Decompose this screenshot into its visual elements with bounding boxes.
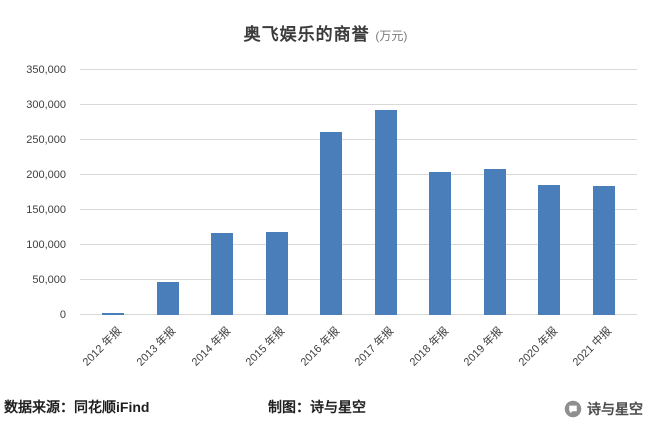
- x-tick-label: 2019 年报: [461, 325, 506, 369]
- gridline: [80, 69, 637, 70]
- x-tick-label: 2014 年报: [189, 325, 233, 369]
- plot-area: [80, 69, 637, 315]
- x-tick-slot: 2016 年报: [298, 315, 359, 393]
- y-tick-label: 200,000: [26, 169, 66, 181]
- bar-2012 年报: [102, 312, 125, 315]
- wechat-account-icon: [564, 400, 582, 418]
- bar-slot: [86, 70, 141, 315]
- x-tick-slot: 2017 年报: [353, 315, 414, 393]
- y-tick-label: 0: [59, 309, 66, 321]
- x-tick-slot: 2021 中报: [571, 315, 632, 393]
- chart-title: 奥飞娱乐的商誉 (万元): [0, 20, 651, 45]
- x-tick-label: 2021 中报: [570, 325, 615, 369]
- x-axis-labels: 2012 年报 2013 年报 2014 年报 2015 年报 2016 年报 2017 …: [80, 315, 637, 393]
- gridlines: [80, 69, 637, 315]
- bar-slot: [359, 70, 414, 315]
- bar-slot: [413, 70, 468, 315]
- bar-2020 年报: [538, 184, 561, 315]
- x-tick-label: 2013 年报: [134, 325, 179, 369]
- y-tick-label: 350,000: [26, 64, 66, 76]
- bar-2016 年报: [320, 132, 343, 315]
- gridline: [80, 209, 637, 210]
- bars: [80, 70, 637, 315]
- chart-title-text: 奥飞娱乐的商誉: [243, 25, 370, 44]
- bar-slot: [468, 70, 523, 315]
- gridline: [80, 279, 637, 280]
- x-tick-slot: 2014 年报: [189, 315, 250, 393]
- chart-title-unit: (万元): [375, 29, 408, 43]
- x-tick-slot: 2020 年报: [516, 315, 577, 393]
- x-tick-label: 2012 年报: [80, 325, 124, 369]
- brand-badge: 诗与星空: [564, 399, 643, 419]
- brand-name: 诗与星空: [587, 401, 643, 417]
- data-source-label: 数据来源：同花顺iFind: [4, 399, 150, 415]
- bar-slot: [304, 70, 359, 315]
- x-tick-label: 2015 年报: [243, 325, 288, 369]
- bar-2019 年报: [483, 169, 506, 315]
- bar-2017 年报: [374, 109, 397, 315]
- y-tick-label: 150,000: [26, 204, 66, 216]
- bar-2015 年报: [265, 232, 288, 315]
- x-tick-slot: 2015 年报: [244, 315, 305, 393]
- x-tick-slot: 2012 年报: [80, 315, 141, 393]
- chart-credit-label: 制图：诗与星空: [268, 399, 366, 415]
- bar-slot: [522, 70, 577, 315]
- bar-slot: [141, 70, 196, 315]
- bar-2014 年报: [211, 233, 234, 315]
- x-tick-slot: 2019 年报: [462, 315, 523, 393]
- bar-slot: [195, 70, 250, 315]
- bar-slot: [577, 70, 632, 315]
- y-tick-label: 50,000: [32, 274, 66, 286]
- bar-2021 中报: [592, 186, 615, 315]
- gridline: [80, 314, 637, 315]
- y-tick-label: 100,000: [26, 239, 66, 251]
- x-tick-slot: 2018 年报: [407, 315, 468, 393]
- gridline: [80, 139, 637, 140]
- gridline: [80, 174, 637, 175]
- bar-2013 年报: [156, 282, 179, 315]
- x-tick-label: 2016 年报: [298, 325, 342, 369]
- y-tick-label: 250,000: [26, 134, 66, 146]
- y-tick-label: 300,000: [26, 99, 66, 111]
- bar-2018 年报: [429, 171, 452, 315]
- gridline: [80, 104, 637, 105]
- y-axis-labels: 0 50,000 100,000 150,000 200,000 250,000 300,0…: [8, 64, 72, 321]
- x-tick-label: 2018 年报: [407, 325, 451, 369]
- x-tick-slot: 2013 年报: [135, 315, 196, 393]
- x-tick-label: 2017 年报: [352, 325, 397, 369]
- gridline: [80, 244, 637, 245]
- bar-slot: [250, 70, 305, 315]
- x-tick-label: 2020 年报: [516, 325, 560, 369]
